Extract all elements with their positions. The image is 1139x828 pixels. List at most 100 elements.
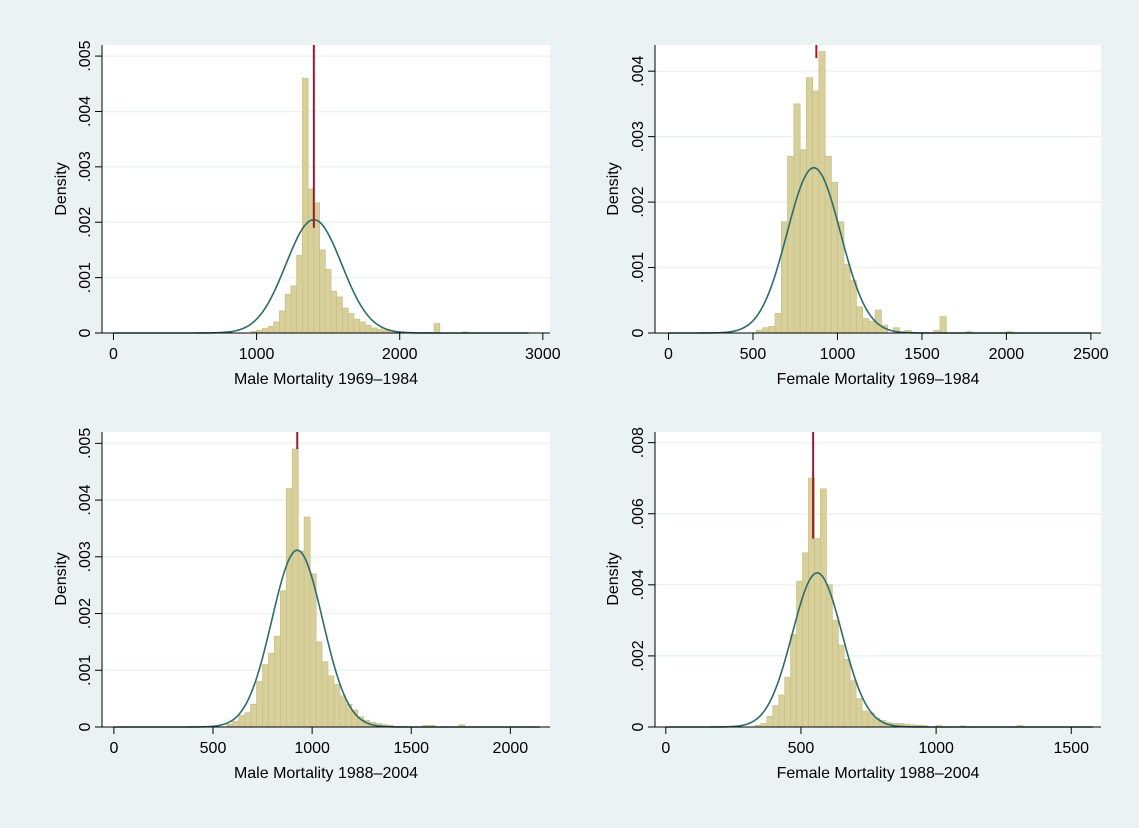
histogram-bar: [315, 641, 323, 728]
y-tick-label: 0: [77, 328, 94, 337]
histogram-bar: [370, 327, 378, 334]
x-tick-label: 2000: [989, 346, 1025, 363]
histogram-bar: [818, 51, 826, 334]
x-tick-label: 1000: [820, 346, 856, 363]
histogram-bar: [831, 619, 839, 728]
histogram-bar: [825, 584, 833, 728]
histogram-bar: [273, 321, 280, 334]
plot-area: [655, 432, 1101, 727]
y-axis-label: Density: [53, 552, 70, 605]
histogram-bar: [793, 103, 801, 334]
histogram-bar: [766, 715, 774, 728]
histogram-bar: [868, 320, 876, 334]
x-tick-label: 0: [109, 740, 118, 757]
y-tick-label: 0: [630, 328, 647, 337]
histogram-bar: [814, 538, 821, 728]
y-ticks: 0 .002 .004 .006 .008: [630, 427, 655, 731]
x-axis-label: Male Mortality 1988–2004: [234, 765, 418, 782]
histogram-bar: [787, 155, 795, 334]
y-tick-label: 0: [630, 722, 647, 731]
y-tick-label: .003: [77, 541, 94, 572]
histogram-bar: [232, 720, 240, 728]
histogram-bars: [226, 448, 466, 728]
histogram-bar: [364, 324, 372, 334]
panel-female-1988-2004: 0 500 1000 1500 0 .002 .004 .006 .008 Female Mo…: [605, 427, 1101, 782]
histogram-bar: [353, 318, 361, 334]
histogram-bars: [250, 77, 469, 334]
histogram-bar: [843, 659, 851, 728]
histogram-bar: [772, 705, 780, 728]
histogram-bar: [238, 715, 246, 728]
histogram-bar: [333, 684, 341, 728]
histogram-bar: [256, 681, 263, 728]
x-tick-label: 1500: [1053, 740, 1089, 757]
histogram-bar: [321, 661, 329, 728]
histogram-bar: [796, 580, 803, 728]
histogram-bar: [319, 249, 326, 334]
axis-lines: [654, 45, 1101, 334]
histogram-bar: [342, 307, 349, 334]
y-axis-label: Density: [605, 552, 622, 605]
x-tick-label: 2500: [1073, 346, 1109, 363]
x-tick-label: 0: [661, 740, 670, 757]
histogram-bar: [768, 326, 776, 334]
y-tick-label: .002: [77, 598, 94, 629]
y-tick-label: .002: [77, 207, 94, 238]
histogram-bar: [802, 552, 809, 728]
histogram-bar: [250, 703, 258, 728]
histogram-bar: [309, 573, 317, 728]
histogram-bar: [347, 313, 355, 334]
y-tick-label: .005: [77, 428, 94, 459]
histogram-bar: [285, 488, 293, 728]
axis-lines: [101, 432, 550, 728]
y-tick-label: .001: [77, 262, 94, 293]
histogram-bar: [784, 676, 792, 728]
x-ticks: 0 500 1000 1500: [661, 727, 1089, 757]
y-ticks: 0 .001 .002 .003 .004 .005: [77, 40, 102, 337]
histogram-bar: [339, 695, 347, 728]
x-axis-label: Female Mortality 1969–1984: [777, 371, 980, 388]
y-tick-label: .002: [630, 640, 647, 671]
y-tick-label: .004: [630, 569, 647, 600]
x-tick-label: 2000: [382, 346, 418, 363]
histogram-bar: [279, 310, 286, 334]
histogram-bar: [359, 321, 366, 334]
histogram-bar: [849, 280, 857, 334]
y-axis-label: Density: [53, 162, 70, 215]
histogram-bar: [843, 263, 851, 334]
x-tick-label: 3000: [525, 346, 561, 363]
histogram-bar: [336, 296, 343, 334]
histogram-bar: [324, 268, 332, 334]
panel-female-1969-1984: 0 500 1000 1500 2000 2500 0 .001 .002 .003 .004 F…: [605, 45, 1109, 388]
histogram-bar: [274, 635, 281, 728]
plot-area: [655, 45, 1101, 333]
x-tick-label: 1500: [904, 346, 940, 363]
histogram-bar: [820, 488, 827, 728]
histogram-bar: [433, 323, 441, 334]
histogram-bar: [290, 285, 298, 334]
x-tick-label: 1000: [918, 740, 954, 757]
histogram-bar: [297, 550, 305, 728]
histogram-bar: [291, 448, 299, 728]
x-tick-label: 1000: [239, 346, 275, 363]
y-tick-label: .003: [630, 121, 647, 152]
histogram-bar: [244, 712, 252, 728]
histogram-bar: [837, 221, 845, 334]
histogram-bar: [855, 306, 864, 334]
y-tick-label: .008: [630, 427, 647, 458]
histogram-bar: [861, 710, 869, 728]
x-axis-label: Male Mortality 1969–1984: [234, 371, 418, 388]
x-tick-label: 1000: [294, 740, 330, 757]
y-ticks: 0 .001 .002 .003 .004 .005: [77, 428, 102, 731]
y-axis-label: Density: [605, 162, 622, 215]
y-tick-label: 0: [77, 722, 94, 731]
histogram-bar: [296, 255, 303, 334]
histogram-bar: [267, 325, 275, 334]
histogram-bar: [780, 221, 789, 334]
histogram-bar: [812, 90, 820, 334]
y-tick-label: .001: [77, 655, 94, 686]
y-tick-label: .003: [77, 151, 94, 182]
panel-male-1969-1984: 0 1000 2000 3000 0 .001 .002 .003 .004 .005 Male…: [53, 40, 561, 388]
axis-lines: [654, 432, 1101, 728]
